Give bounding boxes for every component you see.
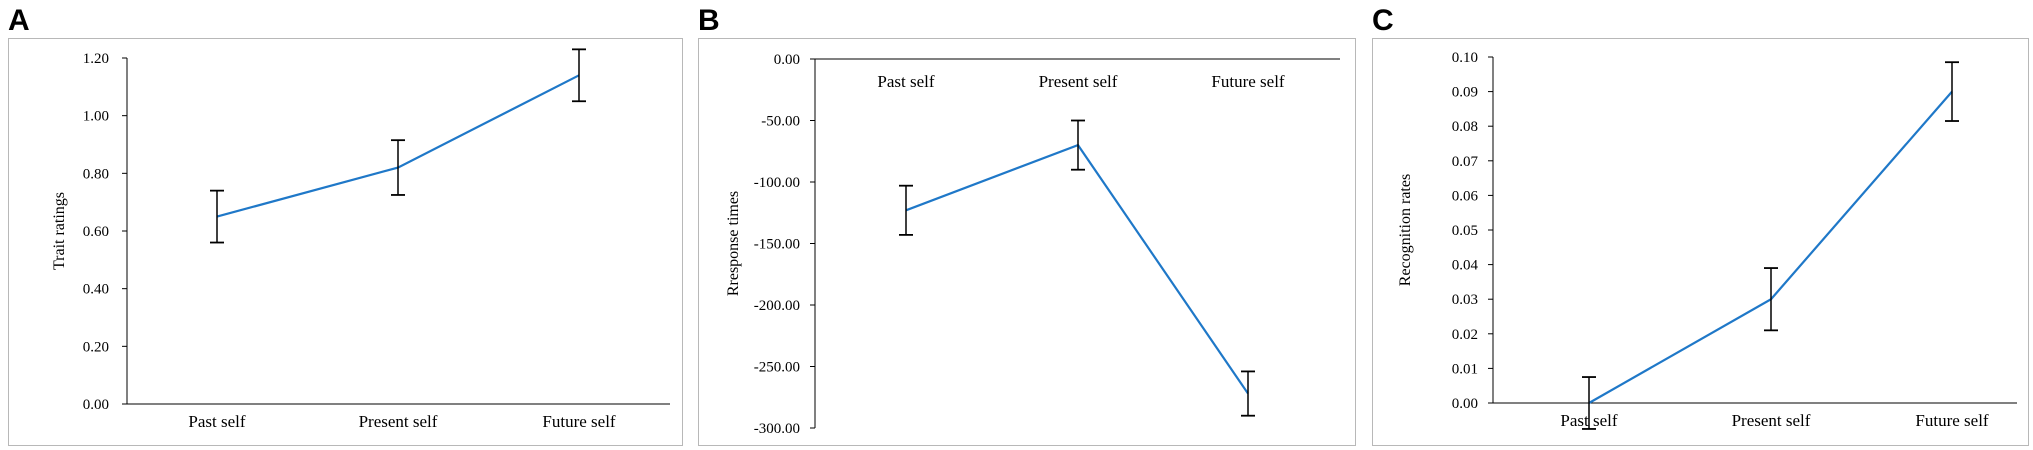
line-chart-b: 0.00 -50.00 -100.00 -150.00 -200.00 -250.00 -3… xyxy=(725,52,1340,437)
chart-panel-c: C 0.00 0.01 0.02 0.03 0.04 0.05 0.06 0.07 0.08 0.… xyxy=(1362,0,2033,450)
panel-letter-b: B xyxy=(698,4,720,37)
x-category-label: Present self xyxy=(1039,72,1118,91)
y-tick-label: 0.08 xyxy=(1452,119,1478,135)
chart-frame-b xyxy=(698,38,1356,446)
line-chart-c: 0.00 0.01 0.02 0.03 0.04 0.05 0.06 0.07 0.08 0.09… xyxy=(1397,50,2017,430)
y-tick-label: 1.00 xyxy=(83,109,109,125)
y-tick-label: 0.00 xyxy=(1452,396,1478,412)
y-tick-label: 0.10 xyxy=(1452,50,1478,66)
y-tick-label: 0.07 xyxy=(1452,154,1479,170)
y-tick-label: -50.00 xyxy=(761,114,800,130)
y-tick-label: -100.00 xyxy=(754,175,800,191)
series-line xyxy=(1588,90,1953,404)
chart-frame-c xyxy=(1372,38,2029,446)
line-chart-a: 0.00 0.20 0.40 0.60 0.80 1.00 1.20 Past self Pre… xyxy=(51,48,670,431)
y-axis-title: Rresponse times xyxy=(725,191,742,296)
y-tick-label: 0.40 xyxy=(83,282,109,298)
x-category-label: Present self xyxy=(1732,411,1811,430)
y-tick-label: -300.00 xyxy=(754,421,800,437)
y-axis-title: Recognition rates xyxy=(1397,174,1414,286)
y-tick-label: -200.00 xyxy=(754,298,800,314)
y-tick-label: 0.02 xyxy=(1452,327,1478,343)
y-tick-label: 0.20 xyxy=(83,339,109,355)
y-tick-label: 0.01 xyxy=(1452,361,1478,377)
y-axis-title: Trait ratings xyxy=(51,192,68,270)
x-category-label: Present self xyxy=(359,412,438,431)
x-category-label: Future self xyxy=(1915,411,1989,430)
y-tick-label: 0.04 xyxy=(1452,258,1479,274)
series-line xyxy=(905,143,1249,395)
chart-panel-b: B 0.00 -50.00 -100.00 -150.00 -200.00 -250.00… xyxy=(690,0,1362,450)
chart-frame-a xyxy=(8,38,683,446)
y-tick-label: 0.05 xyxy=(1452,223,1478,239)
x-category-label: Future self xyxy=(1211,72,1285,91)
x-category-label: Future self xyxy=(542,412,616,431)
y-tick-label: 0.09 xyxy=(1452,85,1478,101)
panel-letter-a: A xyxy=(8,4,30,37)
chart-panel-a: A 0.00 0.20 0.40 0.60 0.80 1.00 1.20 Past self P… xyxy=(0,0,690,450)
y-tick-label: 0.03 xyxy=(1452,292,1478,308)
y-tick-label: 0.60 xyxy=(83,224,109,240)
y-tick-label: -150.00 xyxy=(754,237,800,253)
y-tick-label: 0.80 xyxy=(83,166,109,182)
x-category-label: Past self xyxy=(188,412,245,431)
y-tick-label: 0.06 xyxy=(1452,188,1479,204)
y-tick-label: 0.00 xyxy=(83,397,109,413)
y-tick-label: -250.00 xyxy=(754,360,800,376)
y-tick-label: 1.20 xyxy=(83,51,109,67)
x-category-label: Past self xyxy=(877,72,934,91)
panel-letter-c: C xyxy=(1372,4,1394,37)
y-tick-label: 0.00 xyxy=(774,52,800,68)
